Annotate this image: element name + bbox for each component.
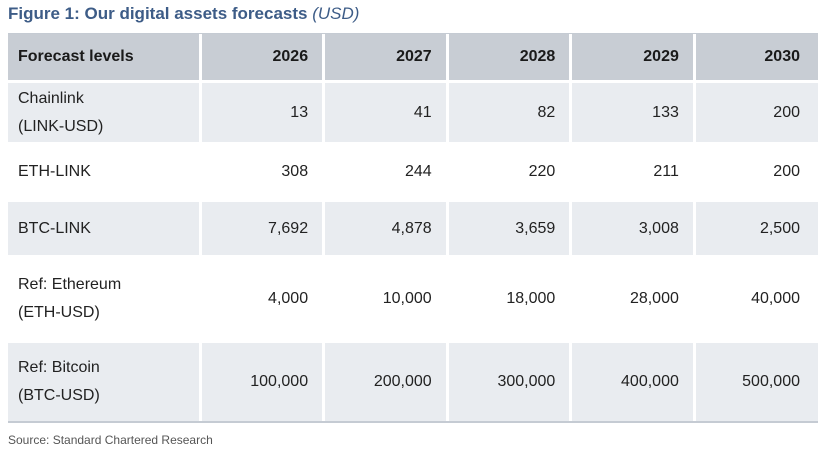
table-cell: 41 [323, 80, 449, 144]
table-cell: 28,000 [570, 255, 696, 342]
forecast-table: Forecast levels 2026 2027 2028 2029 2030… [8, 34, 818, 421]
table-row-btc-link: BTC-LINK 7,692 4,878 3,659 3,008 2,500 [8, 199, 818, 257]
figure-title: Figure 1: Our digital assets forecasts (… [8, 4, 359, 24]
table-cell: 500,000 [694, 340, 818, 421]
header-year-2027: 2027 [323, 34, 449, 82]
table-cell: 220 [447, 142, 573, 201]
row-label-line: ETH-LINK [18, 163, 91, 180]
table-cell: 211 [570, 142, 696, 201]
row-label-line: (LINK-USD) [18, 117, 104, 135]
table-cell: 18,000 [447, 255, 573, 342]
table-cell: 3,659 [447, 199, 573, 257]
table-cell: 300,000 [447, 340, 573, 421]
row-label: Chainlink (LINK-USD) [8, 80, 202, 144]
row-label: ETH-LINK [8, 142, 202, 201]
table-cell: 400,000 [570, 340, 696, 421]
row-label: Ref: Ethereum (ETH-USD) [8, 255, 202, 342]
table-cell: 308 [200, 142, 326, 201]
row-label-line: Chainlink [18, 89, 84, 107]
row-label-line: BTC-LINK [18, 219, 91, 237]
table-cell: 13 [200, 80, 326, 144]
row-label-line: Ref: Bitcoin [18, 359, 100, 376]
table-cell: 200 [694, 142, 818, 201]
table-cell: 2,500 [694, 199, 818, 257]
forecast-table-container: Forecast levels 2026 2027 2028 2029 2030… [8, 33, 818, 423]
row-label-line: (BTC-USD) [18, 387, 100, 404]
header-year-2028: 2028 [447, 34, 573, 82]
header-year-2030: 2030 [694, 34, 818, 82]
row-label-line: (ETH-USD) [18, 304, 100, 321]
header-year-2026: 2026 [200, 34, 326, 82]
header-forecast-levels: Forecast levels [8, 34, 202, 82]
source-note: Source: Standard Chartered Research [8, 433, 213, 447]
table-row-chainlink: Chainlink (LINK-USD) 13 41 82 133 200 [8, 80, 818, 144]
table-cell: 244 [323, 142, 449, 201]
table-cell: 100,000 [200, 340, 326, 421]
row-label-line: Ref: Ethereum [18, 276, 122, 293]
row-label: Ref: Bitcoin (BTC-USD) [8, 340, 202, 421]
table-header-row: Forecast levels 2026 2027 2028 2029 2030 [8, 34, 818, 82]
header-year-2029: 2029 [570, 34, 696, 82]
table-cell: 200,000 [323, 340, 449, 421]
table-cell: 3,008 [570, 199, 696, 257]
table-row-eth-link: ETH-LINK 308 244 220 211 200 [8, 142, 818, 201]
table-cell: 7,692 [200, 199, 326, 257]
table-cell: 82 [447, 80, 573, 144]
table-cell: 4,878 [323, 199, 449, 257]
table-cell: 200 [694, 80, 818, 144]
row-label: BTC-LINK [8, 199, 202, 257]
table-cell: 133 [570, 80, 696, 144]
figure-title-text: Figure 1: Our digital assets forecasts [8, 4, 308, 23]
figure-title-unit: (USD) [312, 4, 360, 23]
table-row-ref-bitcoin: Ref: Bitcoin (BTC-USD) 100,000 200,000 3… [8, 340, 818, 421]
table-cell: 4,000 [200, 255, 326, 342]
table-row-ref-ethereum: Ref: Ethereum (ETH-USD) 4,000 10,000 18,… [8, 255, 818, 342]
table-cell: 40,000 [694, 255, 818, 342]
table-cell: 10,000 [323, 255, 449, 342]
